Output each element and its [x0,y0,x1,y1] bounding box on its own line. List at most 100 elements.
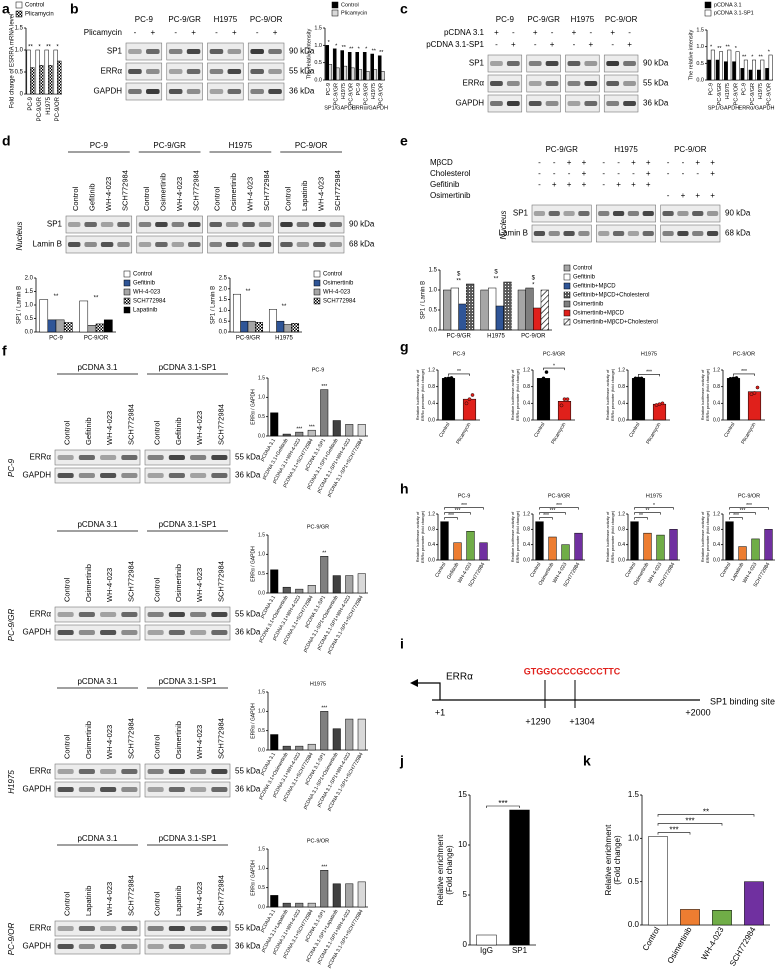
lane-label: WH-4-023 [195,725,204,759]
data-point [639,376,644,381]
blot-membrane [247,42,285,61]
blot-band [147,926,164,931]
legend-swatch [123,288,131,296]
x-tick-label: PC-9/OR [349,83,355,105]
blot-band [147,473,164,478]
bar [79,300,89,333]
significance-label: ** [456,279,461,285]
y-tick-label: 0.5 [258,885,265,891]
blot-band [268,49,282,54]
y-tick-label: 1.0 [429,288,438,294]
y-tick-label: 2.0 [219,286,228,292]
blot-band [100,455,117,460]
blot-band [84,242,97,247]
y-tick-label: 0.5 [628,877,640,886]
panel-letter: b [70,1,79,17]
bar [744,881,764,926]
significance-bracket [634,517,648,520]
blot-band [211,787,228,792]
y-tick-label: 1.5 [258,532,265,538]
y-tick-label: 0.8 [618,384,625,390]
blot-band [128,89,142,94]
y-axis-label: ERRα promoter (fold change) [705,368,710,421]
blot-band [563,211,575,216]
blot-band [128,69,142,74]
lane-label: SCH772984 [216,561,225,602]
y-tick-label: 0.0 [618,557,625,563]
y-tick-label: 0.8 [523,384,530,390]
treatment-sign: + [582,158,587,167]
significance-label: ** [372,48,377,54]
size-label: 55 kDa [235,924,261,933]
group-label: ERRα/GAPDH [352,105,388,111]
tss-arrowhead [410,679,418,687]
blot-band [78,787,95,792]
treatment-sign: - [611,40,614,49]
significance-bracket [634,507,674,510]
blot-band [598,211,610,216]
significance-bracket [486,805,520,808]
lane-label: WH-4-023 [246,177,255,211]
bar-pattern [39,65,44,94]
significance-label: ** [725,44,730,50]
blot-band [612,211,625,216]
blot-band [128,49,142,54]
blot-band [528,101,542,106]
y-tick-label: 0.0 [428,417,435,423]
lane-label: SCH772984 [333,170,342,211]
blot-band [584,61,598,66]
blot-band [100,630,117,635]
treatment-sign: + [494,28,499,37]
lane-label: WH-4-023 [175,177,184,211]
data-point [749,392,754,396]
lane-label: Osimertinib [158,173,167,211]
panel-letter: e [400,133,408,149]
blot-band [250,49,264,54]
panel-letter: c [400,1,408,17]
blot-membrane [144,449,231,466]
blot-membrane [526,74,561,93]
blot-membrane [660,224,721,243]
bar [357,718,366,751]
x-tick-label: PC-9/GR [236,336,261,342]
y-tick-label: 1.5 [258,689,265,695]
significance-label: *** [543,513,549,519]
protein-label: GAPDH [23,471,52,480]
y-axis-label: Relative luciferase activity of [415,369,420,420]
significance-label: *** [321,384,327,390]
blot-membrane [603,54,639,73]
x-tick-label: PC-9 [49,336,63,342]
data-point [565,397,570,401]
blot-band [57,630,74,635]
bar [479,542,488,561]
x-tick-label: WH-4-023 [700,925,726,962]
legend-label: SCH772984 [323,299,356,305]
y-axis-label: ERRα promoter (fold change) [610,510,615,563]
bar [557,401,572,421]
blot-band [545,61,559,66]
treatment-label: MβCD [430,158,453,167]
treatment-sign: + [511,40,516,49]
bar [715,59,720,81]
blot-membrane [125,42,163,61]
bar [748,69,753,81]
blot-membrane [247,82,285,101]
treatment-sign: + [610,28,615,37]
size-label: 68 kDa [349,240,375,249]
x-tick-label: H1975 [725,83,731,99]
blot-band [606,81,620,86]
blot-band [692,211,704,216]
legend-swatch [313,279,321,287]
blot-band [188,222,201,227]
blot-band [313,222,326,227]
treatment-sign: + [646,180,651,189]
bar [351,67,355,81]
blot-band [642,231,654,236]
significance-bracket [539,507,579,510]
bar [648,836,668,926]
bar [336,67,340,81]
y-axis-label: (Fold change) [613,835,622,885]
treatment-sign: - [617,158,620,167]
bar [440,521,449,561]
bar [26,49,31,95]
